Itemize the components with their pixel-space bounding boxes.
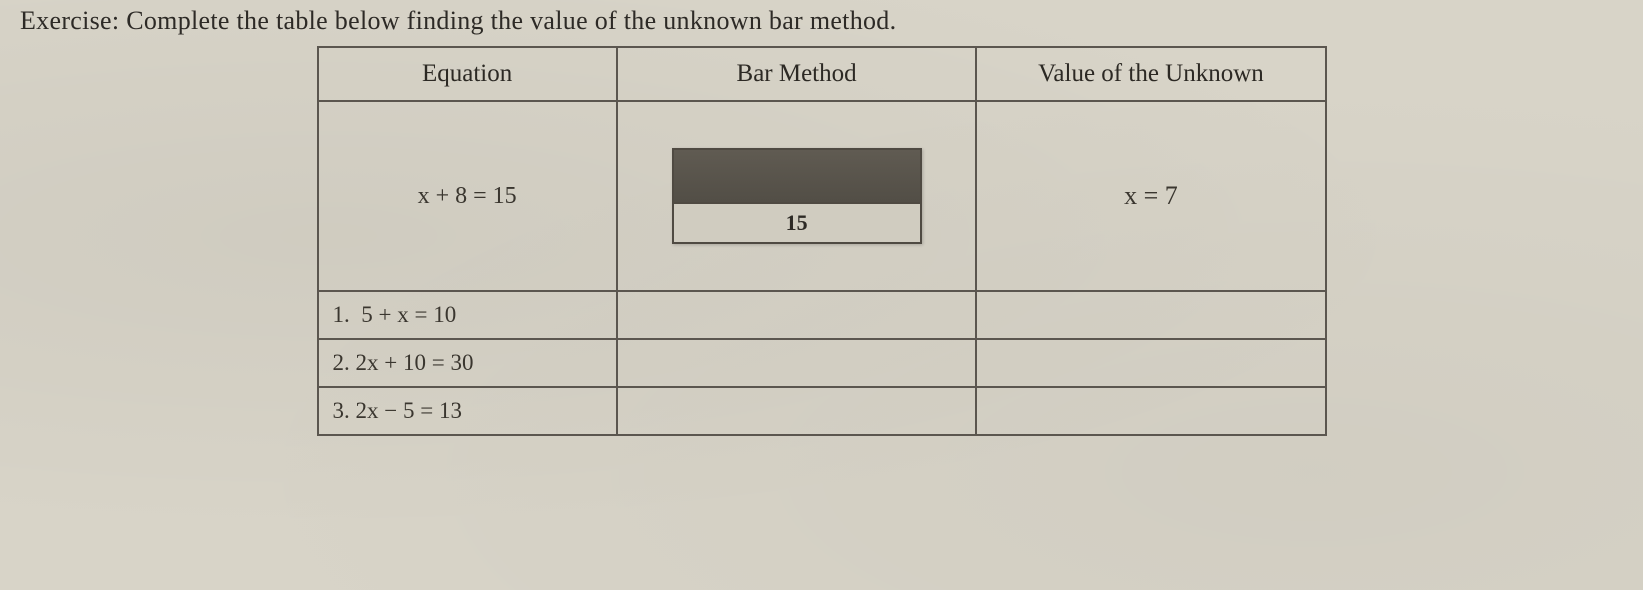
row-eq: 2x + 10 = 30 [356,350,474,375]
header-bar-method: Bar Method [617,47,977,101]
exercise-instruction: Exercise: Complete the table below findi… [20,6,1623,36]
bar-segment-x [674,150,789,202]
row3-bar [617,387,977,435]
bar-segment-known [788,150,919,202]
bar-method-table: Equation Bar Method Value of the Unknown… [317,46,1327,436]
example-bar-cell: 15 [617,101,977,291]
row-eq: 5 + x = 10 [361,302,456,327]
row1-value [976,291,1325,339]
row-eq: 2x − 5 = 13 [356,398,462,423]
row1-equation: 1. 5 + x = 10 [318,291,617,339]
table-header-row: Equation Bar Method Value of the Unknown [318,47,1326,101]
table-row: 3. 2x − 5 = 13 [318,387,1326,435]
row2-value [976,339,1325,387]
bar-total-label: 15 [674,202,920,242]
table-row: 2. 2x + 10 = 30 [318,339,1326,387]
bar-model: 15 [672,148,922,244]
row1-bar [617,291,977,339]
row2-bar [617,339,977,387]
table-row: 1. 5 + x = 10 [318,291,1326,339]
table-wrapper: Equation Bar Method Value of the Unknown… [20,46,1623,436]
row2-equation: 2. 2x + 10 = 30 [318,339,617,387]
example-row: x + 8 = 15 15 x = 7 [318,101,1326,291]
row-num: 2. [333,350,350,375]
example-value: x = 7 [976,101,1325,291]
row-num: 1. [333,302,350,327]
example-equation: x + 8 = 15 [318,101,617,291]
header-equation: Equation [318,47,617,101]
row3-value [976,387,1325,435]
header-value-unknown: Value of the Unknown [976,47,1325,101]
bar-top-parts [674,150,920,202]
row-num: 3. [333,398,350,423]
row3-equation: 3. 2x − 5 = 13 [318,387,617,435]
worksheet-page: Exercise: Complete the table below findi… [0,0,1643,590]
bar-model-holder: 15 [632,148,962,244]
